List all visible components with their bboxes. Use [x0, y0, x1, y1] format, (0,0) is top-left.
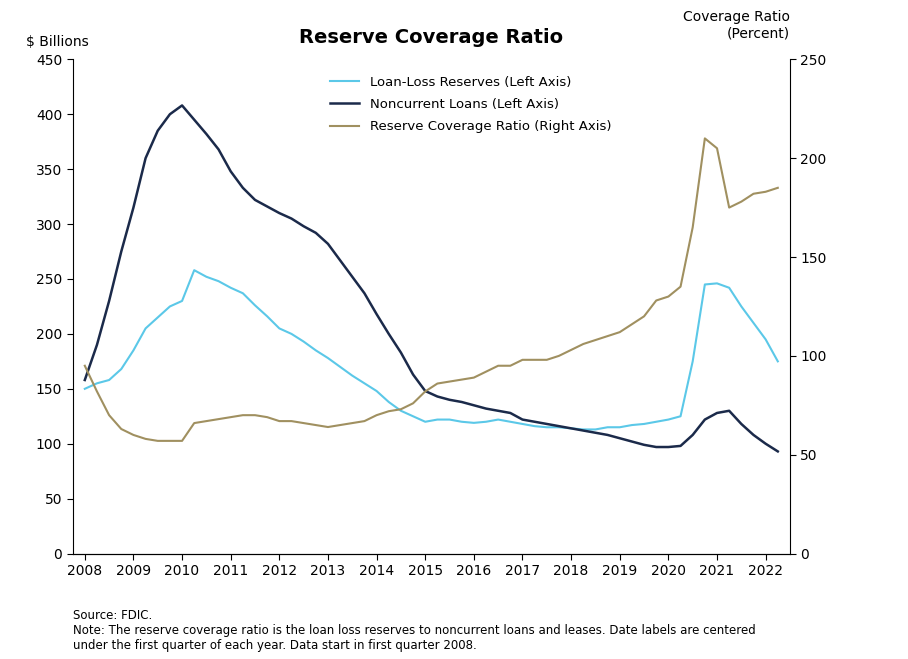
Line: Loan-Loss Reserves (Left Axis): Loan-Loss Reserves (Left Axis) — [84, 270, 778, 430]
Reserve Coverage Ratio (Right Axis) — [554, 352, 565, 360]
Loan-Loss Reserves (Left Axis) — [554, 423, 565, 431]
Reserve Coverage Ratio (Right Axis) — [79, 362, 90, 370]
Title: Reserve Coverage Ratio: Reserve Coverage Ratio — [300, 28, 563, 47]
Reserve Coverage Ratio (Right Axis) — [262, 413, 272, 421]
Line: Reserve Coverage Ratio (Right Axis): Reserve Coverage Ratio (Right Axis) — [84, 138, 778, 441]
Loan-Loss Reserves (Left Axis) — [79, 385, 90, 393]
Reserve Coverage Ratio (Right Axis) — [699, 134, 710, 142]
Loan-Loss Reserves (Left Axis) — [250, 301, 261, 309]
Reserve Coverage Ratio (Right Axis) — [773, 184, 784, 192]
Reserve Coverage Ratio (Right Axis) — [250, 411, 261, 419]
Loan-Loss Reserves (Left Axis) — [748, 319, 759, 327]
Reserve Coverage Ratio (Right Axis) — [748, 190, 759, 198]
Line: Noncurrent Loans (Left Axis): Noncurrent Loans (Left Axis) — [84, 105, 778, 451]
Noncurrent Loans (Left Axis) — [554, 422, 565, 430]
Noncurrent Loans (Left Axis) — [748, 431, 759, 439]
Loan-Loss Reserves (Left Axis) — [773, 357, 784, 365]
Loan-Loss Reserves (Left Axis) — [262, 312, 272, 320]
Noncurrent Loans (Left Axis) — [602, 431, 613, 439]
Noncurrent Loans (Left Axis) — [250, 196, 261, 204]
Reserve Coverage Ratio (Right Axis) — [675, 283, 686, 291]
Loan-Loss Reserves (Left Axis) — [189, 266, 200, 274]
Noncurrent Loans (Left Axis) — [177, 101, 188, 109]
Noncurrent Loans (Left Axis) — [773, 447, 784, 455]
Loan-Loss Reserves (Left Axis) — [687, 357, 698, 365]
Legend: Loan-Loss Reserves (Left Axis), Noncurrent Loans (Left Axis), Reserve Coverage R: Loan-Loss Reserves (Left Axis), Noncurre… — [331, 76, 611, 133]
Loan-Loss Reserves (Left Axis) — [615, 423, 626, 431]
Text: Coverage Ratio
(Percent): Coverage Ratio (Percent) — [683, 10, 790, 40]
Noncurrent Loans (Left Axis) — [262, 202, 272, 210]
Text: $ Billions: $ Billions — [26, 36, 89, 49]
Noncurrent Loans (Left Axis) — [675, 442, 686, 450]
Reserve Coverage Ratio (Right Axis) — [153, 437, 163, 445]
Loan-Loss Reserves (Left Axis) — [577, 426, 588, 434]
Text: Source: FDIC.
Note: The reserve coverage ratio is the loan loss reserves to nonc: Source: FDIC. Note: The reserve coverage… — [73, 610, 755, 652]
Noncurrent Loans (Left Axis) — [79, 376, 90, 384]
Reserve Coverage Ratio (Right Axis) — [602, 332, 613, 340]
